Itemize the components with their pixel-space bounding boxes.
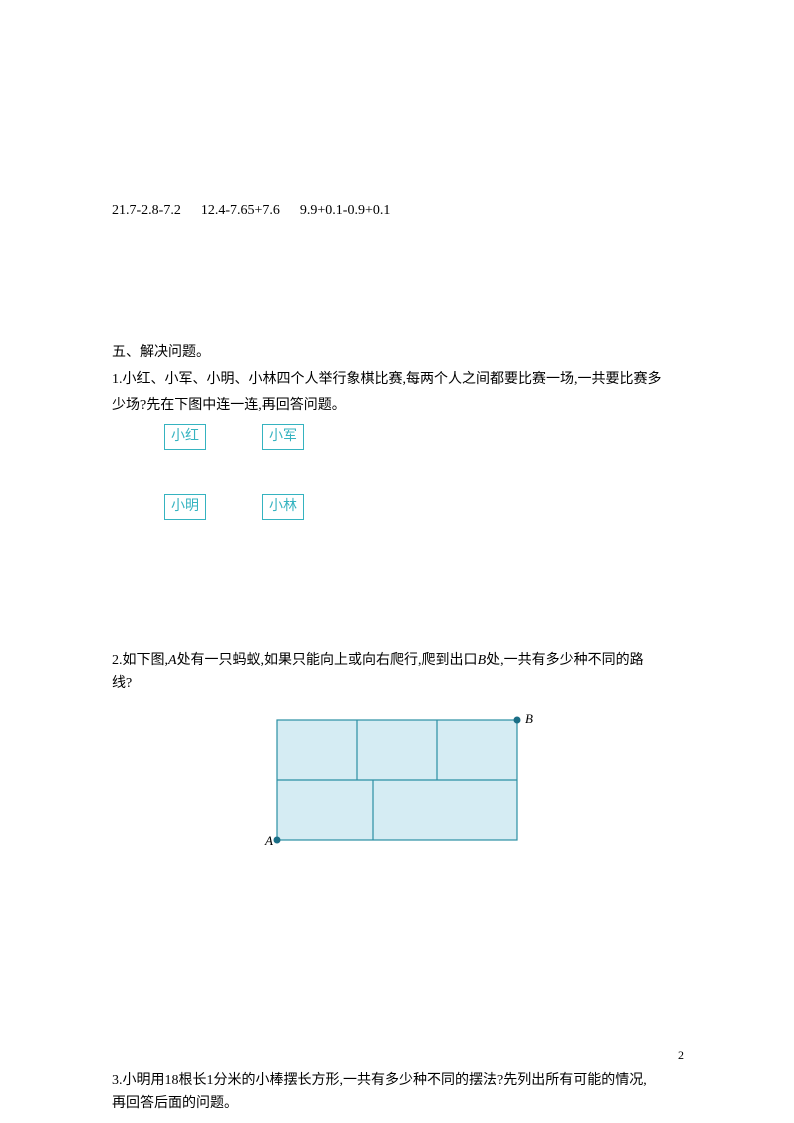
q2-label-b-inline: B <box>478 653 487 668</box>
q2-mid1: 处有一只蚂蚁,如果只能向上或向右爬行,爬到出口 <box>177 653 478 668</box>
name-box-xiaolin: 小林 <box>262 494 304 520</box>
q1-name-row-2: 小明 小林 <box>164 494 682 520</box>
q2-mid2: 处,一共有多少种不同的路 <box>486 653 644 668</box>
name-box-xiaohong: 小红 <box>164 424 206 450</box>
expression-1: 21.7-2.8-7.2 <box>112 200 181 222</box>
grid-label-a: A <box>264 833 273 848</box>
q3-line2: 再回答后面的问题。 <box>112 1093 682 1115</box>
q2-line1: 2.如下图,A处有一只蚂蚁,如果只能向上或向右爬行,爬到出口B处,一共有多少种不… <box>112 650 682 672</box>
page-number: 2 <box>678 1048 684 1063</box>
expression-3: 9.9+0.1-0.9+0.1 <box>300 200 390 222</box>
name-box-xiaojun: 小军 <box>262 424 304 450</box>
question-3: 3.小明用18根长1分米的小棒摆长方形,一共有多少种不同的摆法?先列出所有可能的… <box>112 1070 682 1115</box>
question-2: 2.如下图,A处有一只蚂蚁,如果只能向上或向右爬行,爬到出口B处,一共有多少种不… <box>112 650 682 855</box>
name-box-xiaoming: 小明 <box>164 494 206 520</box>
q3-line1: 3.小明用18根长1分米的小棒摆长方形,一共有多少种不同的摆法?先列出所有可能的… <box>112 1070 682 1092</box>
q2-grid-wrap: A B <box>112 705 682 855</box>
q1-name-grid: 小红 小军 小明 小林 <box>164 424 682 521</box>
expression-row: 21.7-2.8-7.2 12.4-7.65+7.6 9.9+0.1-0.9+0… <box>112 200 682 222</box>
q1-line2: 少场?先在下图中连一连,再回答问题。 <box>112 395 682 417</box>
expression-2: 12.4-7.65+7.6 <box>201 200 280 222</box>
q2-prefix: 2.如下图, <box>112 653 168 668</box>
grid-label-b: B <box>525 711 533 726</box>
q2-label-a-inline: A <box>168 653 177 668</box>
q1-line1: 1.小红、小军、小明、小林四个人举行象棋比赛,每两个人之间都要比赛一场,一共要比… <box>112 369 682 391</box>
section-5-title: 五、解决问题。 <box>112 342 682 364</box>
q2-line2: 线? <box>112 673 682 695</box>
question-1: 1.小红、小军、小明、小林四个人举行象棋比赛,每两个人之间都要比赛一场,一共要比… <box>112 369 682 521</box>
q1-name-row-1: 小红 小军 <box>164 424 682 450</box>
ant-grid-diagram: A B <box>257 705 537 855</box>
